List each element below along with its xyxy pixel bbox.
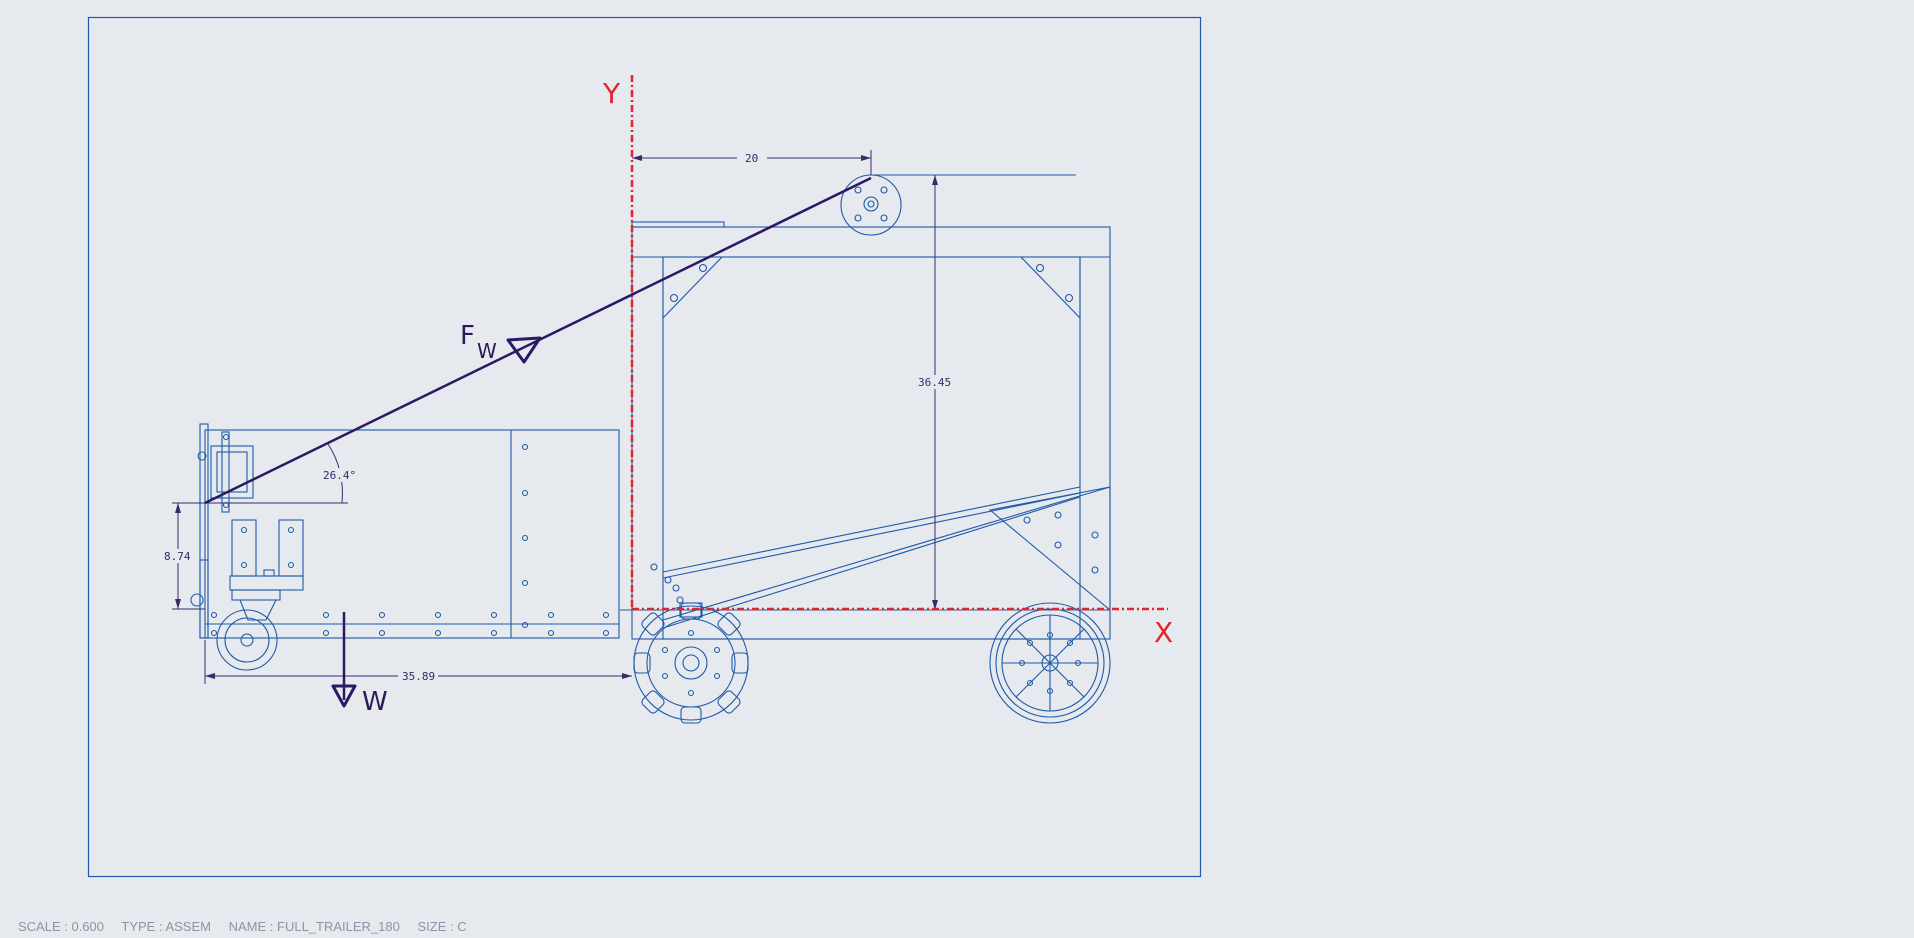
- coordinate-axes: [630, 75, 1168, 611]
- force-fw-subscript: W: [477, 339, 497, 363]
- winch-pulley: [840, 174, 1076, 236]
- caster-wheel: [216, 609, 278, 671]
- dim-left-height: 8.74: [164, 550, 191, 563]
- x-axis-label: X: [1154, 616, 1173, 649]
- dim-bottom-length: 35.89: [402, 670, 435, 683]
- force-weight-vector: [331, 612, 357, 708]
- force-weight-label: W: [362, 687, 388, 717]
- status-scale: SCALE : 0.600: [18, 919, 104, 934]
- force-fw-label: F: [460, 321, 475, 351]
- dim-angle: 26.4°: [323, 469, 356, 482]
- y-axis-label: Y: [602, 77, 621, 110]
- mecanum-wheel: [633, 602, 749, 724]
- status-size: SIZE : C: [417, 919, 467, 934]
- status-bar: SCALE : 0.600 TYPE : ASSEM NAME : FULL_T…: [18, 919, 481, 935]
- dimension-lines: [172, 150, 936, 684]
- tongue-section: [190, 423, 620, 639]
- status-type: TYPE : ASSEM: [121, 919, 211, 934]
- dim-horizontal-top: 20: [745, 152, 758, 165]
- dim-vertical-height: 36.45: [918, 376, 951, 389]
- status-name: NAME : FULL_TRAILER_180: [228, 919, 400, 934]
- trailer-frame: [620, 221, 1111, 640]
- spoked-wheel: [989, 602, 1111, 724]
- sheet-border: [87, 16, 1202, 878]
- dimension-arrows: [175, 155, 938, 679]
- force-fw-vector: [204, 176, 872, 505]
